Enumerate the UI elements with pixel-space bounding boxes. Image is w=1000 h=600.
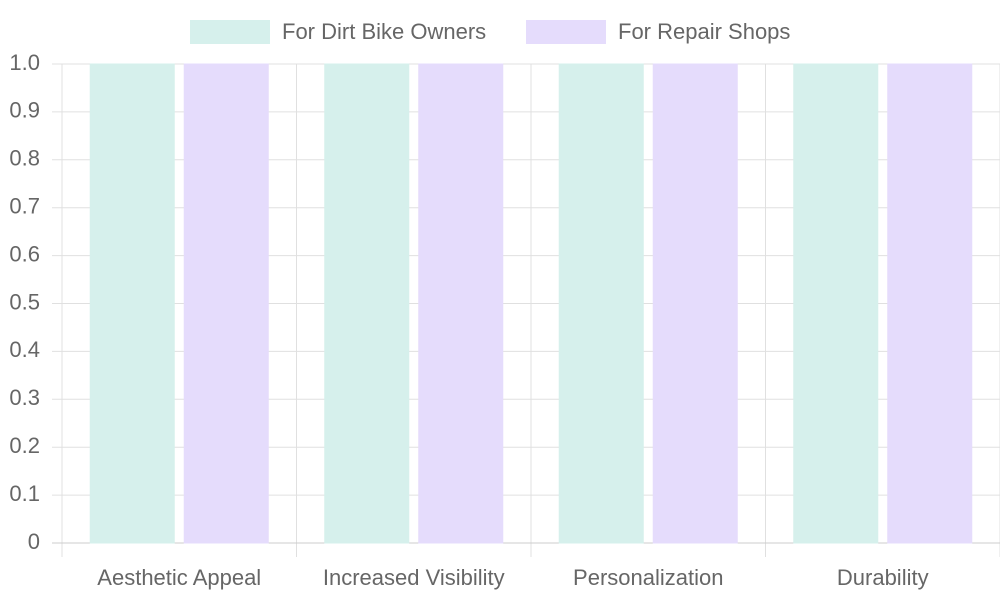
y-tick-label: 0.2 (9, 433, 40, 458)
y-tick-label: 0.3 (9, 385, 40, 410)
bar (887, 63, 973, 544)
bar (418, 63, 504, 544)
legend-label: For Dirt Bike Owners (282, 19, 486, 44)
bar (558, 63, 644, 544)
bar (183, 63, 269, 544)
y-tick-label: 0.1 (9, 481, 40, 506)
bar (793, 63, 879, 544)
x-tick-label: Durability (837, 565, 929, 590)
x-tick-label: Aesthetic Appeal (97, 565, 261, 590)
legend-label: For Repair Shops (618, 19, 790, 44)
bar (324, 63, 410, 544)
y-tick-label: 0.5 (9, 289, 40, 314)
y-tick-label: 0 (28, 529, 40, 554)
x-tick-label: Increased Visibility (323, 565, 505, 590)
bar (89, 63, 175, 544)
legend-swatch (190, 20, 270, 44)
y-tick-label: 0.9 (9, 98, 40, 123)
y-tick-label: 0.6 (9, 241, 40, 266)
x-tick-label: Personalization (573, 565, 723, 590)
y-tick-label: 0.8 (9, 146, 40, 171)
legend-swatch (526, 20, 606, 44)
bar (652, 63, 738, 544)
y-tick-label: 1.0 (9, 50, 40, 75)
y-tick-label: 0.4 (9, 337, 40, 362)
y-tick-label: 0.7 (9, 194, 40, 219)
